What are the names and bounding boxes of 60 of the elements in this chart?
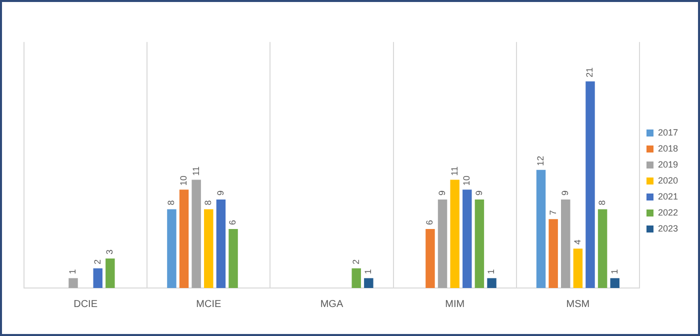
bar: [167, 209, 176, 288]
bar: [179, 190, 189, 288]
data-label: 11: [449, 166, 460, 176]
bar: [487, 278, 496, 288]
data-label: 11: [190, 166, 201, 176]
bar: [216, 199, 226, 288]
legend-label: 2023: [658, 223, 678, 234]
x-tick-label: MIM: [445, 298, 465, 310]
bar: [450, 180, 460, 288]
bar: [474, 199, 484, 288]
data-label: 8: [166, 200, 176, 206]
data-label: 1: [486, 269, 496, 274]
data-label: 1: [68, 269, 78, 274]
data-label: 9: [437, 190, 448, 196]
data-label: 9: [474, 190, 484, 196]
x-tick-label: MCIE: [196, 298, 222, 310]
bar: [536, 170, 546, 288]
bar: [106, 258, 115, 288]
legend-label: 2021: [658, 191, 678, 202]
bar: [192, 180, 201, 288]
bar: [573, 248, 583, 288]
data-label: 12: [535, 156, 546, 166]
bar: [228, 228, 238, 288]
data-label: 6: [228, 220, 238, 225]
data-label: 2: [92, 259, 102, 264]
data-label: 9: [215, 190, 226, 196]
legend-label: 2022: [658, 207, 678, 218]
data-label: 3: [104, 249, 115, 254]
bar: [93, 268, 102, 288]
bar: [352, 268, 361, 288]
data-label: 10: [178, 176, 189, 186]
data-label: 1: [363, 269, 374, 274]
bar: [610, 278, 620, 288]
bar: [598, 209, 608, 288]
data-label: 21: [584, 67, 595, 78]
bar: [68, 278, 78, 288]
data-label: 10: [462, 176, 472, 186]
bar: [438, 199, 448, 288]
bar: [462, 190, 472, 288]
data-label: 7: [548, 210, 558, 216]
data-label: 8: [597, 200, 608, 206]
data-label: 1: [609, 269, 620, 274]
bar: [561, 199, 570, 288]
x-tick-label: MGA: [320, 298, 344, 310]
legend-label: 2020: [658, 175, 678, 186]
x-tick-label: MSM: [566, 298, 590, 310]
data-label: 9: [560, 190, 570, 196]
data-label: 8: [203, 200, 214, 206]
data-label: 4: [572, 240, 582, 245]
data-label: 6: [424, 220, 435, 225]
legend-label: 2017: [658, 127, 678, 138]
legend-label: 2018: [658, 143, 678, 154]
bar: [364, 278, 374, 288]
data-label: 2: [350, 259, 361, 264]
bar: [426, 228, 435, 288]
bar: [586, 81, 595, 288]
bar: [204, 209, 214, 288]
x-tick-label: DCIE: [74, 298, 98, 310]
bar: [548, 219, 558, 288]
legend-label: 2019: [658, 159, 678, 170]
